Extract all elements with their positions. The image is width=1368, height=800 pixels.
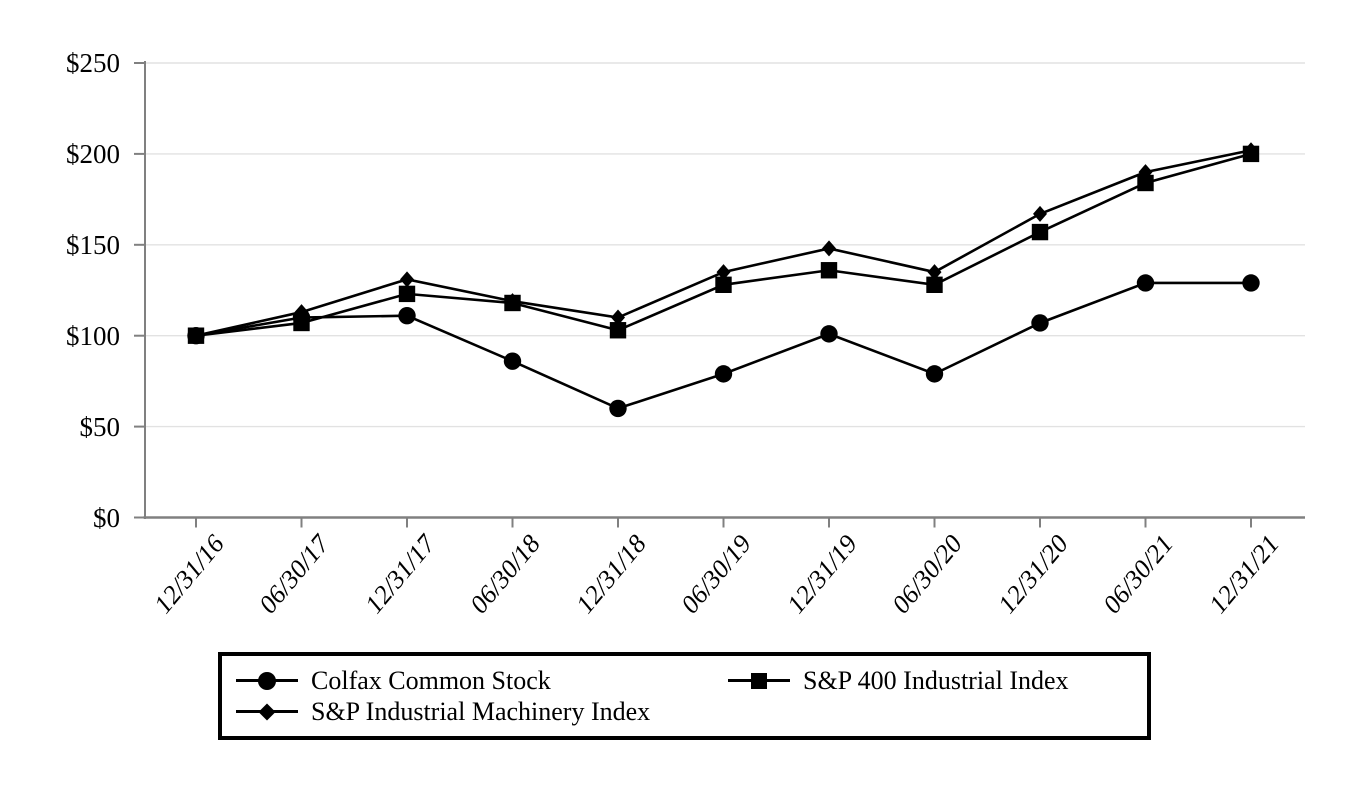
- y-tick-label: $50: [79, 411, 121, 442]
- legend-label: S&P 400 Industrial Index: [803, 665, 1069, 695]
- y-tick-label: $100: [66, 320, 120, 351]
- y-tick-label: $0: [93, 502, 120, 533]
- series-diamond: [189, 142, 1258, 344]
- legend-label: Colfax Common Stock: [311, 665, 551, 695]
- axes: [134, 61, 1305, 528]
- circle-marker-icon: [236, 666, 298, 695]
- diamond-marker-icon: [236, 697, 298, 726]
- legend-item-sp-400-industrial-index: S&P 400 Industrial Index: [728, 666, 1141, 695]
- series-circle: [187, 274, 1260, 418]
- gridlines: [146, 62, 1305, 428]
- series-square: [187, 145, 1260, 344]
- legend-item-colfax-common-stock: Colfax Common Stock: [236, 666, 728, 695]
- y-tick-label: $150: [66, 229, 120, 260]
- legend-label: S&P Industrial Machinery Index: [311, 696, 651, 726]
- square-marker-icon: [728, 666, 790, 695]
- legend-item-sp-industrial-machinery-index: S&P Industrial Machinery Index: [236, 697, 728, 726]
- chart-legend: Colfax Common Stock S&P 400 Industrial I…: [218, 652, 1151, 740]
- y-tick-label: $250: [66, 48, 120, 78]
- y-tick-label: $200: [66, 138, 120, 169]
